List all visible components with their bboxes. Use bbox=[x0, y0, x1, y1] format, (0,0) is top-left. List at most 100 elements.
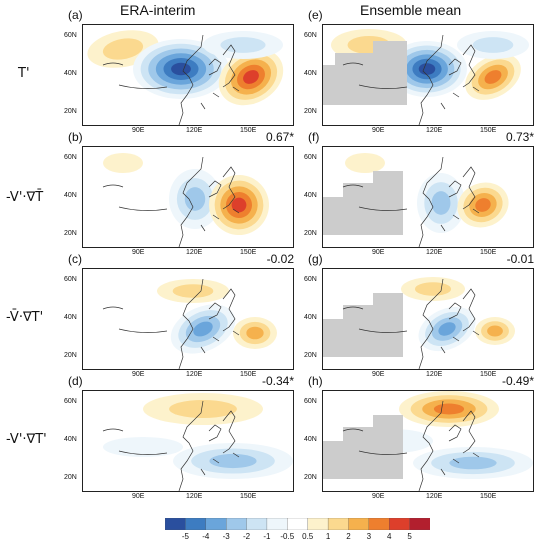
map-field bbox=[102, 153, 269, 247]
latitude-tick: 40N bbox=[64, 314, 77, 321]
panel-label: (c) bbox=[68, 252, 82, 266]
panel-label: (h) bbox=[308, 374, 323, 388]
coastline bbox=[102, 278, 240, 369]
colorbar-swatch bbox=[307, 518, 329, 530]
missing-data-mask bbox=[323, 293, 403, 357]
colorbar-tick-label: -3 bbox=[222, 532, 230, 541]
latitude-tick: 40N bbox=[304, 314, 317, 321]
latitude-tick: 60N bbox=[304, 32, 317, 39]
map-panel bbox=[322, 268, 534, 370]
map-field bbox=[323, 391, 533, 491]
row-label-vbar-grad-t-prime: -V̄·∇T' bbox=[6, 310, 44, 325]
missing-data-mask bbox=[323, 171, 403, 235]
longitude-tick: 150E bbox=[240, 371, 257, 378]
colorbar-swatch bbox=[348, 518, 370, 530]
colorbar-tick-label: 0.5 bbox=[302, 532, 314, 541]
contour-blob bbox=[438, 322, 456, 336]
panel-label: (f) bbox=[308, 130, 320, 144]
longitude-tick: 150E bbox=[240, 127, 257, 134]
coastline bbox=[342, 34, 480, 125]
map-panel bbox=[82, 146, 294, 248]
row-label-v-prime-grad-tbar: -V'·∇T̄ bbox=[6, 190, 44, 205]
contour-blob bbox=[246, 326, 264, 340]
latitude-tick: 20N bbox=[64, 474, 77, 481]
longitude-tick: 90E bbox=[132, 371, 145, 378]
longitude-tick: 90E bbox=[132, 127, 145, 134]
map-panel bbox=[322, 390, 534, 492]
colorbar-swatch bbox=[389, 518, 411, 530]
coastline bbox=[102, 400, 240, 491]
contour-blob bbox=[345, 153, 385, 173]
longitude-tick: 120E bbox=[186, 127, 203, 134]
coastline bbox=[342, 278, 480, 369]
latitude-tick: 60N bbox=[64, 398, 77, 405]
longitude-tick: 90E bbox=[132, 249, 145, 256]
column-title-era-interim: ERA-interim bbox=[120, 2, 196, 18]
map-field bbox=[323, 277, 515, 369]
map-field bbox=[87, 30, 284, 125]
contour-blob bbox=[103, 153, 143, 173]
longitude-tick: 120E bbox=[426, 371, 443, 378]
latitude-tick: 40N bbox=[64, 436, 77, 443]
contour-blob bbox=[231, 197, 247, 213]
latitude-tick: 60N bbox=[304, 154, 317, 161]
contour-blob bbox=[414, 282, 452, 296]
longitude-tick: 120E bbox=[186, 249, 203, 256]
colorbar-swatch bbox=[246, 518, 268, 530]
latitude-tick: 40N bbox=[304, 192, 317, 199]
latitude-tick: 60N bbox=[64, 32, 77, 39]
latitude-tick: 20N bbox=[304, 474, 317, 481]
longitude-tick: 90E bbox=[372, 493, 385, 500]
colorbar-tick-label: -5 bbox=[181, 532, 189, 541]
contour-blob bbox=[475, 198, 491, 212]
map-field bbox=[323, 153, 509, 247]
longitude-tick: 150E bbox=[480, 371, 497, 378]
longitude-tick: 90E bbox=[372, 371, 385, 378]
colorbar-tick-label: 4 bbox=[386, 532, 392, 541]
longitude-tick: 150E bbox=[480, 127, 497, 134]
correlation-value: 0.73* bbox=[505, 130, 534, 144]
latitude-tick: 60N bbox=[64, 154, 77, 161]
contour-blob bbox=[243, 70, 259, 84]
map-field bbox=[102, 393, 293, 491]
colorbar-swatch bbox=[205, 518, 227, 530]
panel-label: (e) bbox=[308, 8, 323, 22]
colorbar-swatch bbox=[165, 518, 186, 530]
map-panel bbox=[82, 268, 294, 370]
longitude-tick: 90E bbox=[132, 493, 145, 500]
longitude-tick: 120E bbox=[426, 249, 443, 256]
map-field bbox=[102, 278, 277, 369]
colorbar-tick-label: 1 bbox=[325, 532, 331, 541]
longitude-tick: 120E bbox=[426, 127, 443, 134]
latitude-tick: 20N bbox=[64, 108, 77, 115]
coastline bbox=[102, 156, 240, 247]
contour-blob bbox=[193, 321, 213, 337]
colorbar-tick-label: 5 bbox=[407, 532, 412, 541]
longitude-tick: 150E bbox=[480, 249, 497, 256]
longitude-tick: 150E bbox=[480, 493, 497, 500]
contour-blob bbox=[103, 437, 183, 457]
colorbar-tick-label: -1 bbox=[263, 532, 271, 541]
contour-blob bbox=[171, 62, 191, 76]
contour-blob bbox=[418, 63, 436, 75]
map-panel bbox=[322, 146, 534, 248]
missing-data-mask bbox=[323, 415, 403, 479]
colorbar-tick-label: -4 bbox=[202, 532, 210, 541]
correlation-value: -0.01 bbox=[506, 252, 534, 266]
coastline bbox=[102, 34, 240, 125]
panel-label: (b) bbox=[68, 130, 83, 144]
contour-blob bbox=[449, 456, 497, 470]
contour-blob bbox=[172, 284, 214, 298]
contour-blob bbox=[431, 191, 451, 215]
latitude-tick: 40N bbox=[64, 70, 77, 77]
latitude-tick: 40N bbox=[304, 70, 317, 77]
map-panel bbox=[82, 24, 294, 126]
contour-blob bbox=[220, 37, 266, 53]
colorbar-swatch bbox=[287, 518, 309, 530]
contour-blob bbox=[487, 325, 503, 337]
colorbar-tick-label: 3 bbox=[366, 532, 372, 541]
contour-blob bbox=[169, 399, 237, 419]
map-field bbox=[323, 29, 529, 125]
colorbar-tick-label: 2 bbox=[346, 532, 351, 541]
latitude-tick: 20N bbox=[304, 108, 317, 115]
